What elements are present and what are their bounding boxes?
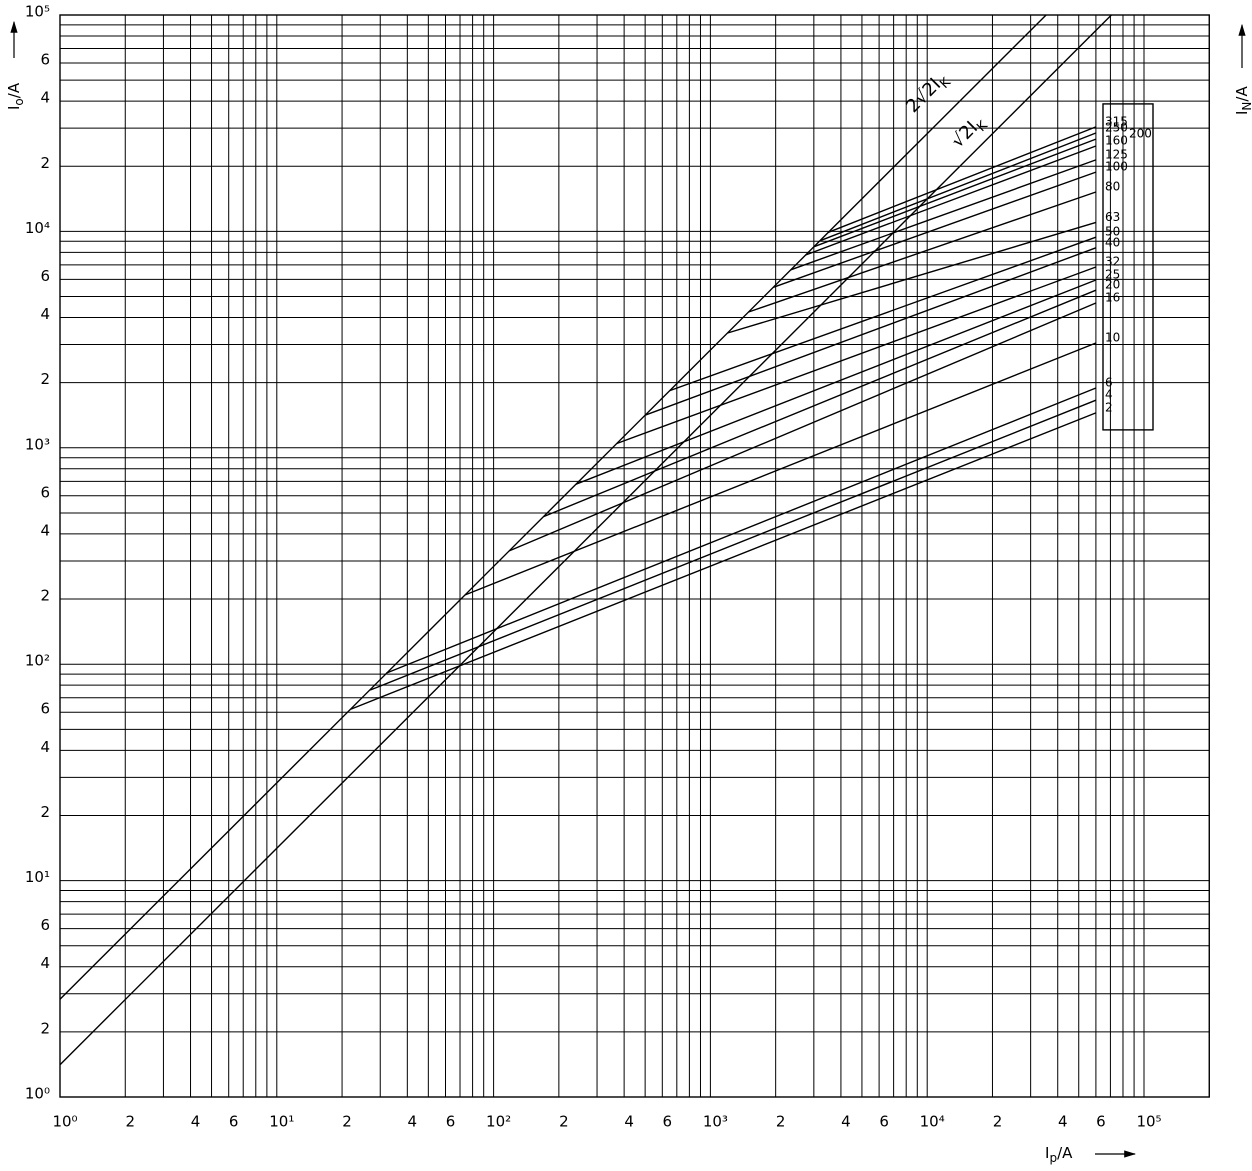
legend-label: 2: [1105, 400, 1113, 414]
curve: [544, 290, 1096, 516]
y-tick-label: 4: [40, 954, 50, 972]
x-tick-label: 4: [408, 1113, 418, 1131]
y-tick-label: 4: [40, 305, 50, 323]
x-tick-label: 6: [1096, 1113, 1106, 1131]
line-label: 2√2IK: [902, 68, 954, 120]
x-tick-label: 2: [342, 1113, 352, 1131]
x-tick-label: 10⁵: [1136, 1113, 1161, 1131]
x-tick-label: 10⁰: [52, 1113, 77, 1131]
axis-label-unit: /A: [1233, 86, 1251, 102]
y-tick-label: 4: [40, 521, 50, 539]
y-tick-label: 6: [40, 267, 50, 285]
x-tick-label: 2: [559, 1113, 569, 1131]
x-tick-label: 6: [879, 1113, 889, 1131]
axis-label: IN/A: [1233, 86, 1252, 115]
y-tick-label: 2: [40, 370, 50, 388]
x-tick-label: 6: [446, 1113, 456, 1131]
curve: [386, 388, 1096, 673]
curve: [60, 15, 1046, 999]
y-tick-label: 10⁴: [25, 219, 50, 237]
axis-label-unit: /A: [5, 82, 23, 98]
legend-label: 80: [1105, 180, 1120, 194]
y-tick-label: 6: [40, 51, 50, 69]
axis-label-sub: N: [1240, 102, 1252, 111]
legend-label: 40: [1105, 235, 1120, 249]
x-tick-label: 2: [125, 1113, 135, 1131]
legend-label: 200: [1129, 127, 1152, 141]
x-tick-label: 6: [663, 1113, 673, 1131]
x-tick-label: 4: [624, 1113, 634, 1131]
axis-label-unit: /A: [1057, 1144, 1073, 1162]
x-tick-label: 6: [229, 1113, 239, 1131]
x-tick-label: 4: [191, 1113, 201, 1131]
curve: [814, 139, 1096, 247]
legend-label: 10: [1105, 330, 1120, 344]
y-tick-label: 2: [40, 587, 50, 605]
legend-label: 100: [1105, 160, 1128, 174]
y-tick-label: 6: [40, 916, 50, 934]
y-tick-label: 4: [40, 738, 50, 756]
y-tick-label: 2: [40, 154, 50, 172]
curve: [806, 146, 1096, 255]
y-tick-label: 10³: [25, 435, 50, 453]
y-tick-label: 2: [40, 1019, 50, 1037]
y-tick-label: 4: [40, 89, 50, 107]
x-tick-label: 2: [993, 1113, 1003, 1131]
axis-label-sub: o: [12, 98, 26, 105]
curve: [576, 280, 1096, 484]
plot-frame: [60, 15, 1209, 1097]
x-tick-label: 10²: [486, 1113, 511, 1131]
x-tick-label: 10¹: [269, 1113, 294, 1131]
legend-label: 63: [1105, 210, 1120, 224]
legend-label: 160: [1105, 134, 1128, 148]
x-tick-label: 10³: [703, 1113, 728, 1131]
y-tick-label: 10⁰: [25, 1085, 50, 1103]
line-label: √2IK: [947, 111, 991, 155]
legend-label: 16: [1105, 290, 1120, 304]
y-tick-label: 6: [40, 700, 50, 718]
y-tick-label: 10²: [25, 652, 50, 670]
x-tick-label: 2: [776, 1113, 786, 1131]
y-tick-label: 2: [40, 803, 50, 821]
y-tick-label: 10⁵: [25, 3, 50, 21]
axis-label: Io/A: [5, 82, 26, 110]
y-tick-label: 10¹: [25, 868, 50, 886]
curve: [60, 15, 1111, 1065]
y-tick-label: 6: [40, 483, 50, 501]
x-tick-label: 4: [1058, 1113, 1068, 1131]
x-tick-label: 10⁴: [920, 1113, 945, 1131]
axis-label: Ip/A: [1045, 1144, 1073, 1165]
curve: [670, 237, 1096, 390]
curve: [773, 172, 1096, 287]
legend-label: 32: [1105, 254, 1120, 268]
x-tick-label: 4: [841, 1113, 851, 1131]
curve: [370, 400, 1096, 690]
legend-label: 250: [1105, 120, 1128, 134]
axis-label-sub: p: [1049, 1151, 1057, 1165]
